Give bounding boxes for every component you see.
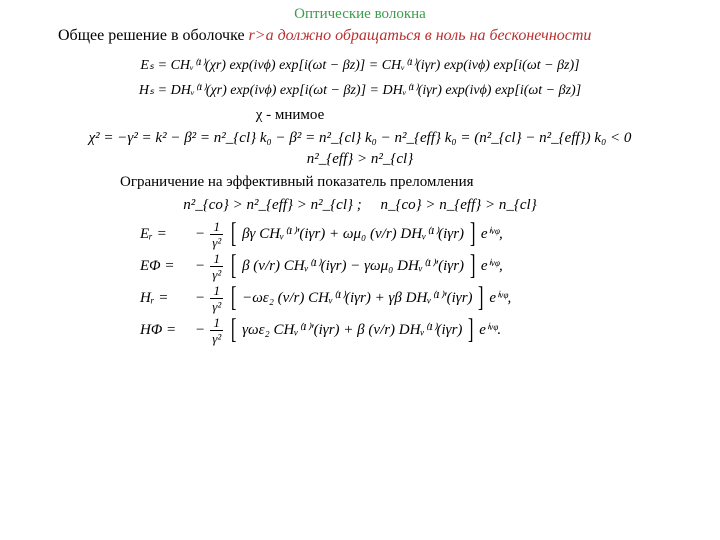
frac-icon: 1γ² (210, 252, 223, 281)
subtitle: Общее решение в оболочке r>a должно обра… (0, 23, 720, 51)
hr-tail: eⁱᵛᵠ, (489, 289, 511, 305)
eq-er: Eᵣ = − 1γ² [ βγ CHᵥ⁽¹⁾′(iγr) + ωμ₀ (ν/r)… (140, 218, 630, 250)
eq-chi2: χ² = −γ² = k² − β² = n²_{cl} k₀ − β² = n… (0, 130, 720, 147)
eq-ez: Eₛ = CHᵥ⁽¹⁾(χr) exp(iνϕ) exp[i(ωt − βz)]… (0, 55, 720, 76)
chi-note: χ - мнимое (0, 107, 720, 124)
eq-hr: Hᵣ = − 1γ² [ −ωε₂ (ν/r) CHᵥ⁽¹⁾(iγr) + γβ… (140, 282, 630, 314)
hphi-tail: eⁱᵛᵠ. (479, 321, 501, 337)
slide-title: Оптические волокна (0, 0, 720, 23)
ephi-tail: eⁱᵛᵠ, (481, 257, 503, 273)
subtitle-rest: должно обращаться в ноль на бесконечност… (274, 27, 592, 44)
eq-hphi: HΦ = − 1γ² [ γωε₂ CHᵥ⁽¹⁾′(iγr) + β (ν/r)… (140, 314, 630, 346)
hr-lhs: Hᵣ = (140, 290, 196, 307)
constraint-text: Ограничение на эффективный показатель пр… (0, 172, 720, 195)
eq-range: n²_{co} > n²_{eff} > n²_{cl} ; n_{co} > … (0, 197, 720, 214)
hphi-lhs: HΦ = (140, 322, 196, 339)
frac-icon: 1γ² (210, 284, 223, 313)
subtitle-prefix: Общее решение в оболочке (58, 27, 249, 44)
er-tail: eⁱᵛᵠ, (481, 225, 503, 241)
frac-icon: 1γ² (210, 316, 223, 345)
eq-neff: n²_{eff} > n²_{cl} (0, 151, 720, 168)
field-equations: Eᵣ = − 1γ² [ βγ CHᵥ⁽¹⁾′(iγr) + ωμ₀ (ν/r)… (140, 218, 630, 346)
frac-icon: 1γ² (210, 220, 223, 249)
subtitle-var: r>a (249, 27, 274, 44)
hphi-inner: γωε₂ CHᵥ⁽¹⁾′(iγr) + β (ν/r) DHᵥ⁽¹⁾(iγr) (242, 321, 462, 337)
er-inner: βγ CHᵥ⁽¹⁾′(iγr) + ωμ₀ (ν/r) DHᵥ⁽¹⁾(iγr) (242, 225, 464, 241)
ephi-inner: β (ν/r) CHᵥ⁽¹⁾(iγr) − γωμ₀ DHᵥ⁽¹⁾′(iγr) (242, 257, 464, 273)
er-lhs: Eᵣ = (140, 226, 196, 243)
eq-hz: Hₛ = DHᵥ⁽¹⁾(χr) exp(iνϕ) exp[i(ωt − βz)]… (0, 80, 720, 101)
eq-ephi: EΦ = − 1γ² [ β (ν/r) CHᵥ⁽¹⁾(iγr) − γωμ₀ … (140, 250, 630, 282)
hr-inner: −ωε₂ (ν/r) CHᵥ⁽¹⁾(iγr) + γβ DHᵥ⁽¹⁾′(iγr) (242, 289, 472, 305)
ephi-lhs: EΦ = (140, 258, 196, 275)
chi-text: - мнимое (262, 107, 324, 123)
